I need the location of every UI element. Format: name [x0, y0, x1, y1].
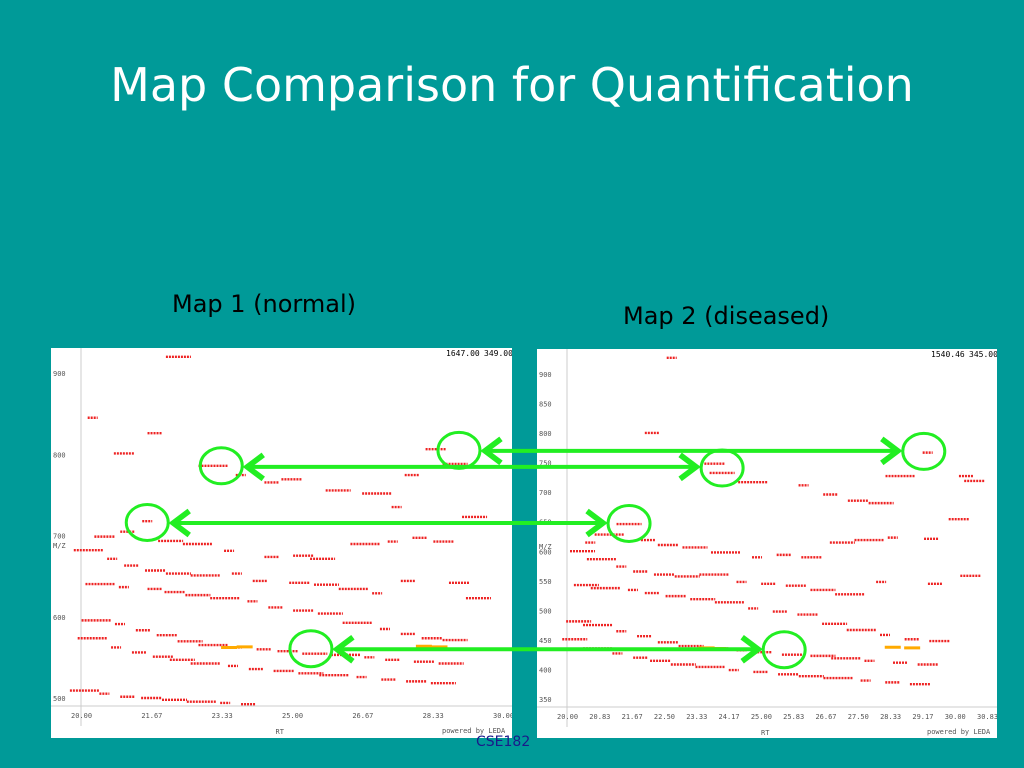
- x-tick-label: 21.67: [141, 712, 162, 720]
- y-tick-label: 400: [539, 666, 552, 674]
- x-tick-label: 28.33: [880, 713, 901, 721]
- y-tick-label: 900: [539, 371, 552, 379]
- corner-readout: 1540.46: [931, 350, 965, 359]
- y-tick-label: 800: [539, 430, 552, 438]
- watermark: powered by LEDA: [442, 727, 506, 735]
- map1-panel: 1647.00 349.00 900 800 700 600 500 20.00 21.67 23…: [51, 348, 512, 738]
- y-tick-label: 850: [539, 401, 552, 409]
- x-tick-label: 23.33: [686, 713, 707, 721]
- watermark: powered by LEDA: [927, 728, 991, 736]
- y-axis-label: M/Z: [539, 543, 552, 551]
- x-tick-label: 24.17: [719, 713, 740, 721]
- x-tick-label: 21.67: [622, 713, 643, 721]
- x-tick-label: 20.00: [71, 712, 92, 720]
- x-tick-label: 28.33: [423, 712, 444, 720]
- x-tick-label: 25.83: [783, 713, 804, 721]
- y-tick-label: 600: [539, 548, 552, 556]
- x-tick-label: 25.00: [282, 712, 303, 720]
- match-circle-map2: [901, 431, 947, 471]
- x-axis-label: RT: [276, 728, 285, 736]
- corner-readout: 345.00: [969, 350, 997, 359]
- y-tick-label: 500: [539, 607, 552, 615]
- x-tick-label: 23.33: [212, 712, 233, 720]
- x-tick-label: 30.83: [977, 713, 997, 721]
- y-tick-label: 500: [53, 695, 66, 703]
- x-tick-label: 30.00: [945, 713, 966, 721]
- match-circle-map2: [606, 503, 652, 543]
- map1-plot: 1647.00 349.00 900 800 700 600 500 20.00 21.67 23…: [51, 348, 512, 736]
- y-tick-label: 550: [539, 578, 552, 586]
- x-tick-label: 26.67: [815, 713, 836, 721]
- x-tick-label: 26.67: [352, 712, 373, 720]
- x-tick-label: 27.50: [848, 713, 869, 721]
- map2-label: Map 2 (diseased): [623, 302, 830, 330]
- x-tick-label: 25.00: [751, 713, 772, 721]
- y-tick-label: 700: [53, 533, 66, 541]
- match-circle-map1: [436, 430, 482, 470]
- match-circle-map2: [699, 448, 745, 488]
- match-circle-map1: [124, 502, 170, 542]
- x-tick-label: 20.00: [557, 713, 578, 721]
- corner-readout: 1647.00: [446, 349, 480, 358]
- x-axis-label: RT: [761, 729, 770, 737]
- match-circle-map1: [288, 629, 334, 669]
- map1-label: Map 1 (normal): [172, 290, 356, 318]
- x-tick-label: 30.00: [493, 712, 512, 720]
- match-circle-map1: [198, 446, 244, 486]
- y-tick-label: 600: [53, 614, 66, 622]
- x-tick-label: 29.17: [912, 713, 933, 721]
- y-tick-label: 350: [539, 696, 552, 704]
- corner-readout: 349.00: [484, 349, 512, 358]
- y-tick-label: 800: [53, 451, 66, 459]
- x-tick-label: 22.50: [654, 713, 675, 721]
- footer-text: CSE182: [476, 734, 531, 750]
- y-tick-label: 900: [53, 370, 66, 378]
- match-circle-map2: [761, 630, 807, 670]
- y-axis-label: M/Z: [53, 542, 66, 550]
- y-tick-label: 700: [539, 489, 552, 497]
- x-tick-label: 20.83: [589, 713, 610, 721]
- slide-title: Map Comparison for Quantification: [110, 58, 914, 112]
